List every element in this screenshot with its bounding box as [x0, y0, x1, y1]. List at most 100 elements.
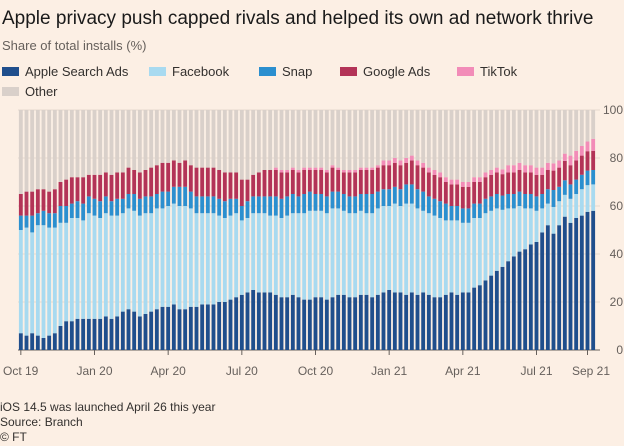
- bar-apple-search-ads-62: [370, 297, 375, 350]
- bar-apple-search-ads-68: [404, 294, 409, 350]
- bar-apple-search-ads-98: [574, 218, 579, 350]
- bar-facebook-77: [455, 220, 460, 295]
- bar-snap-89: [523, 194, 528, 209]
- bar-apple-search-ads-14: [98, 318, 103, 350]
- bar-facebook-53: [319, 210, 324, 298]
- bar-other-101: [591, 110, 596, 139]
- bar-facebook-46: [279, 218, 284, 298]
- bar-facebook-79: [466, 222, 471, 293]
- bar-facebook-35: [217, 215, 222, 302]
- bar-snap-54: [324, 196, 329, 214]
- bar-other-5: [47, 110, 52, 192]
- bar-other-77: [455, 110, 460, 180]
- bar-google-ads-32: [200, 167, 205, 197]
- bar-snap-73: [432, 198, 437, 216]
- bar-other-40: [245, 110, 250, 180]
- bar-google-ads-62: [370, 170, 375, 194]
- bar-facebook-82: [483, 213, 488, 281]
- bar-snap-22: [143, 196, 148, 214]
- bar-facebook-41: [251, 213, 256, 290]
- bar-tiktok-89: [523, 165, 528, 173]
- bar-snap-43: [262, 196, 267, 214]
- bar-apple-search-ads-94: [551, 233, 556, 350]
- bar-apple-search-ads-76: [449, 292, 454, 350]
- bar-apple-search-ads-97: [568, 222, 573, 350]
- x-tick-label-8: Sep 21: [572, 364, 610, 378]
- bar-apple-search-ads-21: [137, 316, 142, 350]
- legend-label-other: Other: [25, 84, 58, 99]
- x-tick-label-4: Oct 20: [298, 364, 334, 378]
- bar-snap-96: [562, 180, 567, 195]
- bar-facebook-99: [579, 189, 584, 216]
- bar-other-18: [120, 110, 125, 173]
- bar-google-ads-9: [69, 177, 74, 204]
- bar-facebook-73: [432, 215, 437, 298]
- bar-google-ads-21: [137, 172, 142, 199]
- footnote-ios: iOS 14.5 was launched April 26 this year: [0, 400, 216, 414]
- bar-tiktok-77: [455, 179, 460, 185]
- bar-snap-36: [222, 201, 227, 218]
- bar-google-ads-3: [35, 189, 40, 214]
- bar-tiktok-99: [579, 146, 584, 156]
- bar-google-ads-37: [228, 172, 233, 199]
- legend-label-facebook: Facebook: [172, 64, 230, 79]
- bar-apple-search-ads-100: [585, 211, 590, 350]
- bar-other-21: [137, 110, 142, 173]
- bar-facebook-29: [183, 206, 188, 310]
- bar-apple-search-ads-31: [194, 306, 199, 350]
- bar-google-ads-45: [273, 170, 278, 197]
- bar-snap-57: [341, 194, 346, 211]
- bar-apple-search-ads-69: [409, 292, 414, 350]
- bar-facebook-50: [302, 213, 307, 300]
- bar-google-ads-16: [109, 174, 114, 202]
- bar-apple-search-ads-66: [392, 292, 397, 350]
- bar-snap-71: [421, 191, 426, 211]
- bar-facebook-98: [574, 194, 579, 218]
- bar-snap-64: [381, 189, 386, 206]
- bar-apple-search-ads-8: [64, 321, 69, 350]
- bar-tiktok-79: [466, 182, 471, 187]
- bar-apple-search-ads-17: [115, 316, 120, 350]
- bar-other-90: [528, 110, 533, 166]
- bar-google-ads-78: [460, 186, 465, 209]
- y-tick-label-80: 80: [610, 151, 624, 165]
- bar-google-ads-8: [64, 179, 69, 206]
- bar-google-ads-17: [115, 172, 120, 199]
- bar-other-32: [200, 110, 205, 168]
- bar-facebook-6: [52, 227, 57, 334]
- y-tick-label-60: 60: [610, 199, 624, 213]
- bar-other-60: [358, 110, 363, 168]
- bar-other-93: [545, 110, 550, 163]
- bar-tiktok-87: [511, 165, 516, 173]
- bar-other-66: [392, 110, 397, 158]
- bar-snap-26: [166, 191, 171, 206]
- bar-other-29: [183, 110, 188, 161]
- legend-swatch-google-ads: [340, 67, 357, 76]
- bar-other-67: [398, 110, 403, 161]
- bar-apple-search-ads-43: [262, 292, 267, 350]
- bar-snap-11: [81, 203, 86, 221]
- bar-other-46: [279, 110, 284, 170]
- bar-tiktok-45: [273, 167, 278, 170]
- bar-apple-search-ads-20: [132, 311, 137, 350]
- bar-other-27: [171, 110, 176, 161]
- bar-other-41: [251, 110, 256, 175]
- bar-google-ads-41: [251, 174, 256, 197]
- bar-facebook-64: [381, 206, 386, 293]
- bar-google-ads-36: [222, 172, 227, 202]
- bar-apple-search-ads-87: [511, 256, 516, 350]
- bar-facebook-47: [285, 215, 290, 298]
- legend-label-apple-search-ads: Apple Search Ads: [25, 64, 129, 79]
- bar-google-ads-30: [188, 165, 193, 192]
- bar-google-ads-46: [279, 172, 284, 199]
- bar-facebook-70: [415, 208, 420, 295]
- bar-tiktok-48: [290, 167, 295, 170]
- bar-facebook-55: [330, 208, 335, 298]
- bar-google-ads-71: [421, 167, 426, 192]
- bar-facebook-85: [500, 209, 505, 267]
- bar-apple-search-ads-79: [466, 292, 471, 350]
- bar-apple-search-ads-52: [313, 297, 318, 350]
- bar-apple-search-ads-11: [81, 318, 86, 350]
- bar-apple-search-ads-48: [290, 294, 295, 350]
- bar-facebook-25: [160, 208, 165, 307]
